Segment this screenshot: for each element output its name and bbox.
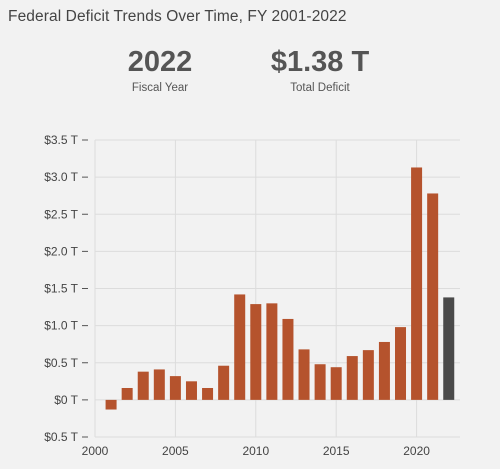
y-tick-label: $2.0 T [44, 244, 78, 258]
y-tick-label: $1.5 T [44, 282, 78, 296]
y-tick-label: $2.5 T [44, 207, 78, 221]
chart-title: Federal Deficit Trends Over Time, FY 200… [8, 8, 347, 25]
bar [121, 387, 133, 400]
y-tick-label: $0.5 T [44, 356, 78, 370]
bar [346, 356, 358, 400]
bar [250, 304, 262, 400]
bar [266, 303, 278, 400]
fiscal-year-value: 2022 [127, 46, 193, 78]
bar [105, 399, 117, 410]
total-deficit-label: Total Deficit [290, 82, 350, 94]
bar [137, 371, 149, 400]
bar [234, 294, 246, 400]
x-tick-label: 2015 [323, 444, 350, 458]
bar [282, 318, 294, 400]
bar [330, 367, 342, 400]
bar [185, 381, 197, 400]
total-deficit-value: $1.38 T [270, 46, 370, 78]
x-tick-label: 2005 [162, 444, 189, 458]
x-tick-label: 2000 [82, 444, 109, 458]
y-tick-label: $1.0 T [44, 319, 78, 333]
fiscal-year-kpi: 2022 Fiscal Year [120, 46, 200, 94]
bar [362, 350, 374, 400]
x-tick-label: 2020 [403, 444, 430, 458]
x-tick-label: 2010 [242, 444, 269, 458]
bar [202, 387, 214, 400]
total-deficit-kpi: $1.38 T Total Deficit [255, 46, 385, 94]
bar [153, 369, 165, 400]
bar [218, 365, 230, 400]
bar [298, 349, 310, 400]
y-tick-label: $3.5 T [44, 133, 78, 147]
bar [169, 376, 181, 400]
bar [443, 297, 455, 400]
bar [314, 364, 326, 400]
y-tick-label: $0.5 T [44, 430, 78, 444]
bar [427, 193, 439, 400]
y-tick-label: $3.0 T [44, 170, 78, 184]
bar [395, 327, 407, 400]
bar [411, 167, 423, 400]
y-tick-label: $0 T [54, 393, 78, 407]
bar [378, 341, 390, 400]
fiscal-year-label: Fiscal Year [131, 82, 189, 94]
